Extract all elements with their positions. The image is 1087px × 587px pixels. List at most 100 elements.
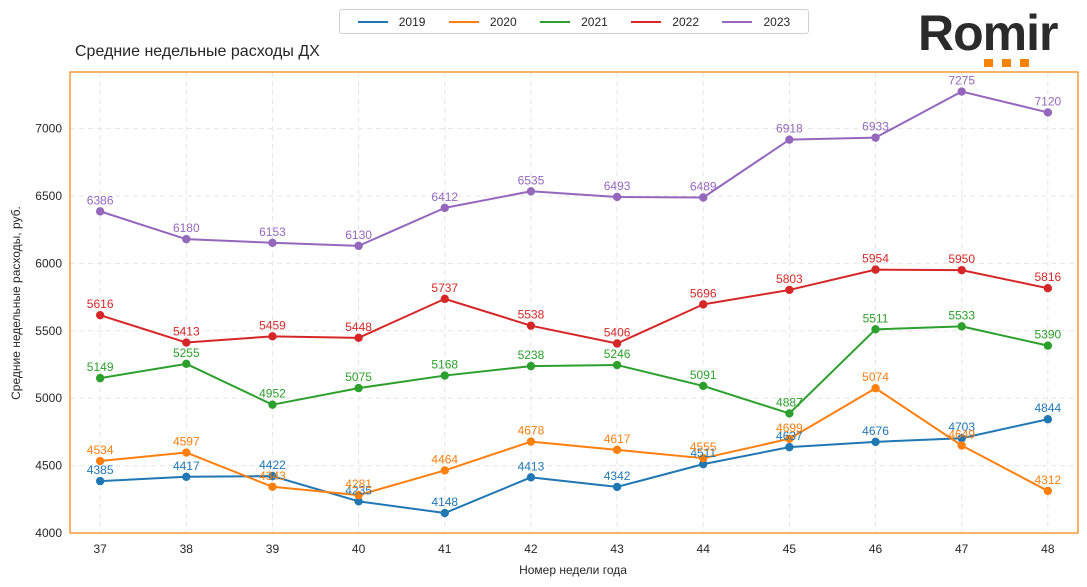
legend-item-2019: 2019 [357, 15, 425, 29]
data-point-2022 [871, 265, 880, 274]
data-label-2019: 4148 [431, 495, 458, 509]
data-label-2021: 5168 [431, 358, 458, 372]
data-label-2020: 4464 [431, 452, 458, 466]
data-point-2020 [354, 490, 363, 500]
data-point-2021 [699, 381, 708, 391]
y-tick-label: 4000 [35, 526, 62, 540]
logo-dot [984, 59, 993, 67]
y-tick-label: 6000 [35, 256, 62, 270]
series-2019 [95, 415, 1053, 518]
data-point-2022 [182, 338, 191, 347]
data-label-2021: 5091 [690, 368, 717, 382]
y-tick-label: 5000 [35, 391, 62, 405]
data-point-2022 [1043, 284, 1053, 293]
x-tick-label: 39 [266, 542, 280, 556]
grid [70, 72, 1078, 533]
x-tick-label: 41 [438, 542, 452, 556]
chart-title: Средние недельные расходы ДХ [75, 43, 320, 60]
legend-item-2023: 2023 [722, 15, 790, 29]
data-point-2021 [957, 322, 966, 331]
data-label-2022: 5459 [259, 318, 286, 332]
data-label-2019: 4417 [173, 459, 200, 473]
data-label-2023: 7120 [1034, 94, 1061, 108]
legend-label: 2023 [763, 14, 791, 29]
data-label-2020: 4534 [87, 443, 114, 457]
data-point-2023 [1043, 108, 1053, 117]
data-point-2023 [182, 234, 191, 244]
data-point-2021 [526, 361, 536, 371]
data-label-2020: 4555 [690, 440, 717, 454]
data-point-2019 [182, 472, 191, 481]
y-tick-label: 4500 [35, 459, 62, 473]
data-label-2019: 4703 [948, 420, 975, 434]
data-label-2019: 4844 [1034, 401, 1061, 415]
data-point-2021 [268, 400, 277, 409]
data-point-2021 [612, 360, 622, 370]
x-tick-label: 38 [180, 542, 194, 556]
legend-swatch [722, 20, 753, 23]
data-point-2023 [612, 192, 622, 202]
data-point-2022 [95, 310, 105, 320]
data-point-2021 [354, 383, 363, 393]
data-label-2021: 4952 [259, 387, 286, 401]
data-point-2019 [440, 508, 449, 518]
data-point-2023 [871, 133, 880, 142]
data-label-2021: 5075 [345, 370, 372, 384]
data-label-2020: 4597 [173, 435, 200, 449]
x-tick-label: 44 [697, 542, 711, 556]
data-point-2023 [268, 238, 277, 247]
data-point-2019 [785, 442, 794, 452]
data-point-2019 [612, 482, 622, 492]
data-point-2022 [957, 265, 966, 275]
data-label-2022: 5696 [690, 286, 717, 300]
data-label-2020: 4343 [259, 469, 286, 483]
data-point-2020 [526, 437, 536, 446]
data-point-2023 [957, 87, 966, 96]
data-label-2021: 5238 [518, 348, 545, 362]
data-label-2019: 4422 [259, 458, 286, 472]
data-label-2021: 5390 [1034, 328, 1061, 342]
data-label-2020: 4649 [948, 428, 975, 442]
data-labels: 4385 4417 4422 4235 4148 4413 4342 4511 4637 4676… [87, 74, 1062, 510]
data-point-2022 [440, 294, 449, 304]
data-point-2022 [612, 339, 622, 348]
legend-item-2021: 2021 [540, 15, 608, 29]
data-point-2023 [785, 135, 794, 144]
data-point-2019 [1043, 415, 1053, 424]
data-label-2021: 4887 [776, 395, 803, 409]
data-point-2020 [957, 441, 966, 450]
data-point-2019 [354, 497, 363, 506]
data-point-2020 [612, 445, 622, 455]
series-line-2021 [99, 325, 1049, 415]
data-point-2020 [95, 456, 105, 466]
data-label-2019: 4385 [87, 463, 114, 477]
x-axis-label: Номер недели года [519, 563, 627, 577]
data-point-2023 [440, 203, 449, 213]
legend-swatch [631, 20, 662, 23]
data-label-2023: 7275 [948, 74, 975, 88]
series-line-2019 [100, 418, 1049, 515]
data-point-2020 [785, 434, 794, 443]
data-label-2019: 4511 [690, 446, 716, 460]
data-label-2022: 5803 [776, 272, 803, 286]
data-point-2021 [1043, 341, 1053, 350]
data-label-2023: 6489 [690, 179, 717, 193]
x-tick-label: 47 [955, 542, 969, 556]
series-line-2022 [99, 268, 1049, 345]
data-point-2023 [95, 207, 105, 216]
data-label-2022: 5816 [1034, 270, 1061, 284]
data-label-2021: 5255 [173, 346, 200, 360]
legend-item-2022: 2022 [631, 15, 699, 29]
logo-dots [984, 59, 1029, 67]
data-point-2020 [871, 384, 880, 393]
data-label-2023: 6130 [345, 228, 372, 242]
data-label-2020: 4678 [518, 424, 545, 438]
series-2023 [95, 87, 1053, 251]
data-label-2021: 5149 [87, 360, 114, 374]
x-tick-label: 40 [352, 542, 366, 556]
data-point-2019 [699, 459, 708, 469]
data-label-2023: 6386 [87, 193, 114, 207]
data-point-2020 [268, 482, 277, 491]
legend-label: 2022 [672, 14, 699, 29]
